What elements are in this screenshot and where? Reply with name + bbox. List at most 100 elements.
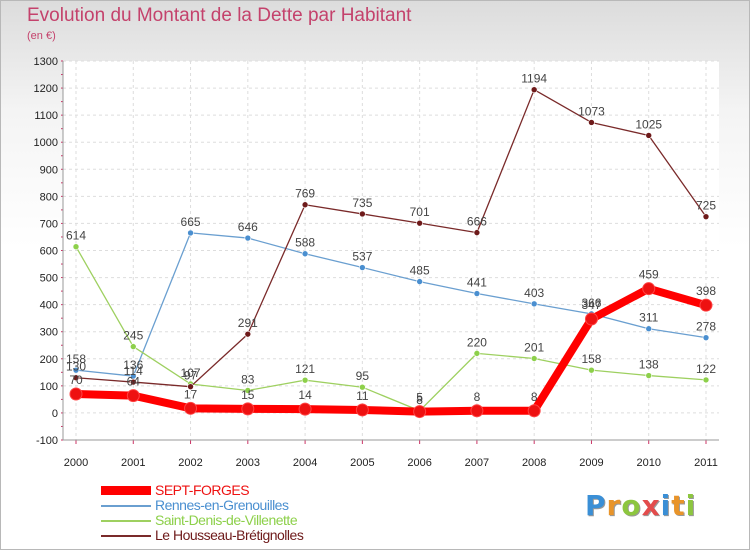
- data-point-le-housseau-bretignolles: [473, 229, 481, 236]
- data-label-saint-denis-de-villenette: 158: [581, 352, 601, 366]
- x-tick-label: 2008: [522, 457, 546, 469]
- data-point-rennes-en-grenouilles: [301, 250, 309, 258]
- x-tick-label: 2009: [579, 457, 603, 469]
- y-tick-label: 1100: [34, 110, 58, 122]
- data-point-le-housseau-bretignolles: [72, 374, 80, 382]
- data-point-rennes-en-grenouilles: [645, 325, 653, 333]
- data-point-le-housseau-bretignolles: [702, 213, 710, 220]
- data-point-saint-denis-de-villenette: [359, 383, 366, 391]
- data-label-sept-forges: 347: [581, 298, 601, 312]
- data-label-sept-forges: 14: [298, 388, 312, 402]
- series-line-saint-denis-de-villenette: [75, 246, 707, 412]
- legend-label: Le Housseau-Brétignolles: [155, 527, 304, 543]
- data-label-saint-denis-de-villenette: 121: [295, 362, 315, 376]
- data-label-saint-denis-de-villenette: 138: [639, 358, 659, 372]
- chart-title: Evolution du Montant de la Dette par Hab…: [27, 5, 412, 26]
- data-label-rennes-en-grenouilles: 537: [352, 250, 372, 264]
- data-point-sept-forges: [241, 402, 255, 416]
- data-label-saint-denis-de-villenette: 122: [696, 362, 716, 376]
- y-tick-label: 1300: [34, 56, 58, 68]
- x-tick-label: 2004: [293, 457, 317, 469]
- data-point-sept-forges: [184, 401, 198, 415]
- data-point-saint-denis-de-villenette: [702, 376, 710, 384]
- data-point-sept-forges: [355, 403, 369, 417]
- data-point-rennes-en-grenouilles: [416, 278, 423, 285]
- y-tick-label: 500: [40, 273, 58, 285]
- chart-unit-label: (en €): [27, 30, 56, 42]
- data-label-sept-forges: 8: [531, 390, 538, 404]
- data-label-sept-forges: 15: [241, 388, 255, 402]
- data-point-le-housseau-bretignolles: [129, 378, 137, 386]
- data-point-sept-forges: [642, 282, 656, 296]
- y-tick-label: 800: [40, 191, 58, 203]
- y-tick-label: 200: [40, 354, 58, 366]
- data-label-rennes-en-grenouilles: 278: [696, 320, 716, 334]
- y-tick-label: 700: [40, 218, 58, 230]
- data-point-le-housseau-bretignolles: [416, 219, 423, 227]
- logo-letter: t: [671, 489, 686, 522]
- x-tick-label: 2002: [178, 457, 202, 469]
- data-label-sept-forges: 17: [184, 387, 198, 401]
- data-label-sept-forges: 64: [127, 375, 141, 389]
- series-line-sept-forges: [72, 284, 710, 416]
- x-tick-label: 2007: [465, 457, 489, 469]
- logo-letter: i: [660, 489, 672, 522]
- data-label-le-housseau-bretignolles: 735: [352, 196, 372, 210]
- data-label-sept-forges: 459: [639, 268, 659, 282]
- data-point-rennes-en-grenouilles: [359, 264, 366, 271]
- legend-swatch: [101, 486, 151, 495]
- y-tick-label: -100: [36, 435, 58, 447]
- data-label-rennes-en-grenouilles: 441: [467, 276, 487, 290]
- data-label-le-housseau-bretignolles: 1194: [521, 72, 547, 86]
- legend-label: SEPT-FORGES: [155, 482, 250, 498]
- data-point-le-housseau-bretignolles: [359, 210, 366, 218]
- data-point-rennes-en-grenouilles: [187, 229, 194, 237]
- data-label-saint-denis-de-villenette: 245: [123, 329, 143, 343]
- data-point-saint-denis-de-villenette: [530, 355, 538, 362]
- logo-letter: P: [585, 489, 607, 522]
- data-label-sept-forges: 8: [474, 390, 481, 404]
- data-point-sept-forges: [413, 405, 427, 419]
- y-tick-label: 1000: [34, 137, 58, 149]
- data-label-saint-denis-de-villenette: 83: [241, 372, 255, 386]
- data-label-rennes-en-grenouilles: 158: [66, 352, 86, 366]
- data-label-le-housseau-bretignolles: 769: [295, 187, 315, 201]
- data-point-rennes-en-grenouilles: [530, 300, 538, 308]
- data-label-le-housseau-bretignolles: 1025: [635, 117, 662, 131]
- logo-letter: i: [685, 489, 697, 522]
- data-label-rennes-en-grenouilles: 485: [410, 264, 430, 278]
- data-point-saint-denis-de-villenette: [301, 376, 309, 384]
- data-label-le-housseau-bretignolles: 291: [238, 316, 258, 330]
- x-tick-label: 2000: [64, 457, 88, 469]
- data-point-sept-forges: [699, 298, 713, 312]
- data-label-rennes-en-grenouilles: 646: [238, 220, 258, 234]
- y-tick-label: 300: [40, 327, 58, 339]
- data-label-le-housseau-bretignolles: 701: [410, 205, 430, 219]
- data-point-saint-denis-de-villenette: [645, 372, 653, 379]
- x-tick-label: 2011: [694, 457, 718, 469]
- data-label-sept-forges: 70: [69, 373, 83, 387]
- data-label-rennes-en-grenouilles: 588: [295, 236, 315, 250]
- data-label-saint-denis-de-villenette: 107: [181, 366, 201, 380]
- y-tick-label: 900: [40, 164, 58, 176]
- legend-swatch: [101, 504, 151, 507]
- proxiti-logo: Proxiti: [585, 489, 696, 522]
- data-point-le-housseau-bretignolles: [187, 383, 194, 390]
- data-label-rennes-en-grenouilles: 366: [581, 296, 601, 310]
- data-label-le-housseau-bretignolles: 725: [696, 199, 716, 213]
- data-point-le-housseau-bretignolles: [530, 86, 538, 93]
- series-line-le-housseau-bretignolles: [75, 89, 707, 388]
- data-label-rennes-en-grenouilles: 311: [639, 311, 658, 325]
- x-tick-label: 2005: [350, 457, 374, 469]
- y-tick-label: 100: [40, 381, 58, 393]
- data-point-sept-forges: [527, 404, 541, 418]
- y-tick-label: 1200: [34, 83, 58, 95]
- y-tick-label: 600: [40, 246, 58, 258]
- data-label-rennes-en-grenouilles: 665: [181, 215, 201, 229]
- y-tick-label: 400: [40, 300, 58, 312]
- data-point-sept-forges: [298, 402, 312, 416]
- legend-swatch: [101, 534, 151, 537]
- data-point-saint-denis-de-villenette: [588, 366, 595, 374]
